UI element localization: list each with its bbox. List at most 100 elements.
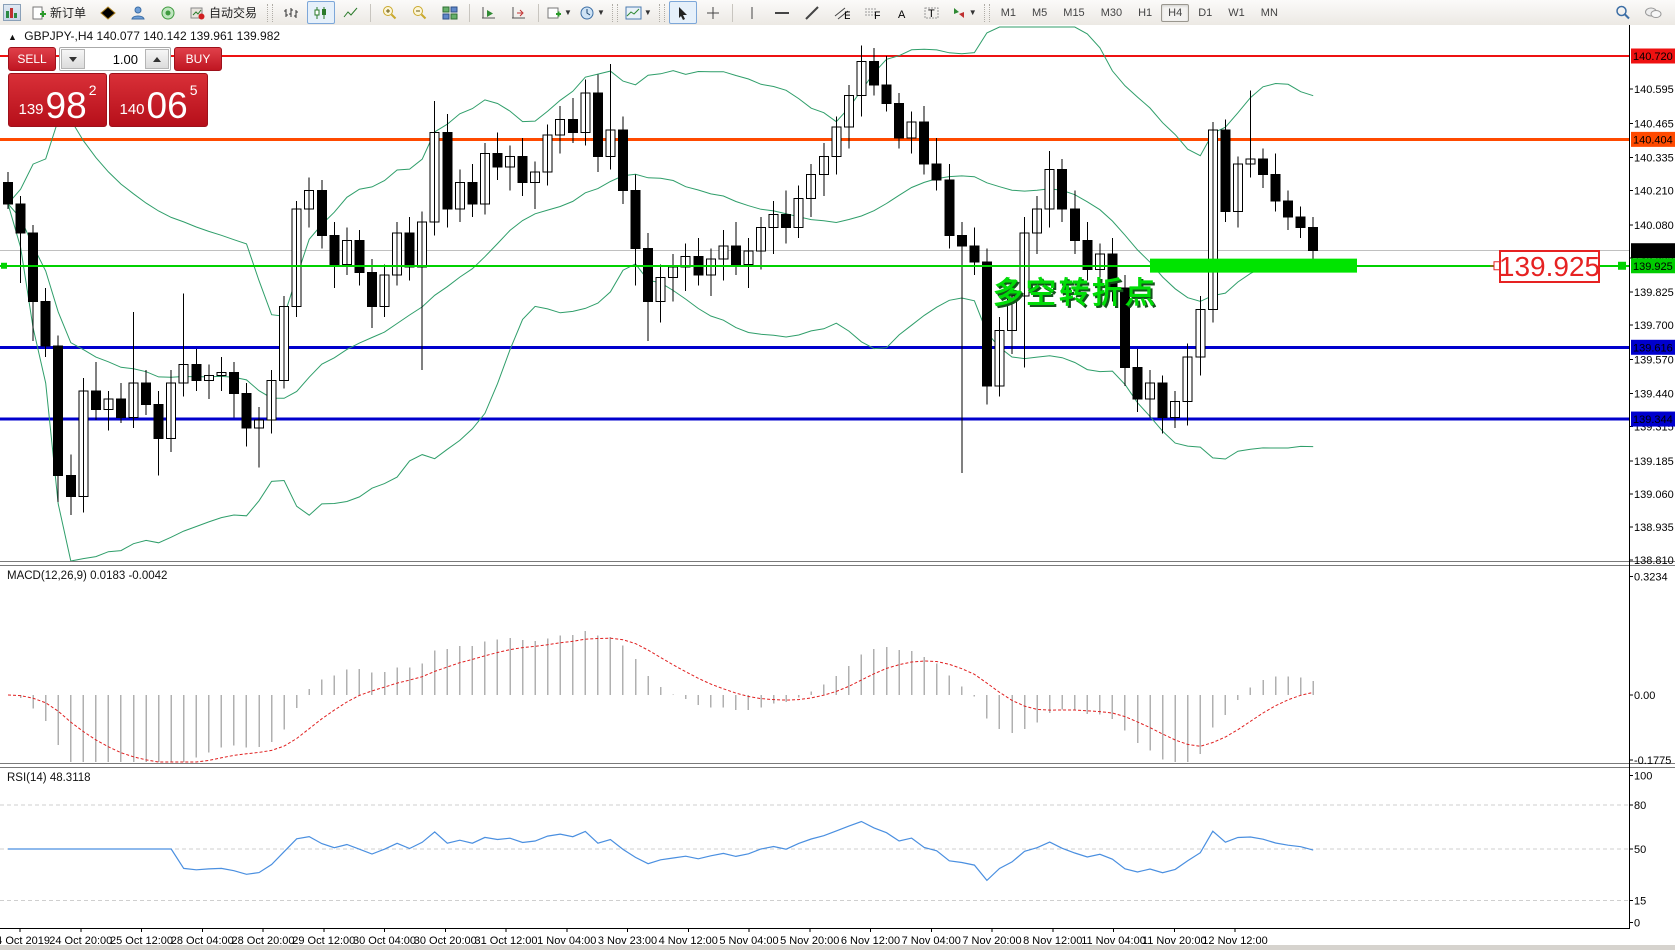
fibonacci-tool-button[interactable]: F bbox=[858, 1, 886, 24]
market-watch-button[interactable] bbox=[94, 1, 122, 24]
svg-text:28 Oct 04:00: 28 Oct 04:00 bbox=[171, 935, 234, 947]
search-button[interactable] bbox=[1609, 1, 1637, 24]
svg-text:139.925: 139.925 bbox=[1633, 261, 1673, 273]
fibonacci-icon: F bbox=[864, 8, 880, 20]
text-tool-button[interactable]: A bbox=[888, 1, 916, 24]
label-tool-button[interactable]: T bbox=[918, 1, 946, 24]
svg-text:140.210: 140.210 bbox=[1634, 186, 1674, 198]
zoom-in-button[interactable] bbox=[376, 1, 404, 24]
auto-trading-button[interactable]: 自动交易 bbox=[184, 1, 263, 24]
profiles-button[interactable]: ▼ bbox=[577, 1, 608, 24]
svg-text:50: 50 bbox=[1634, 844, 1646, 856]
svg-text:80: 80 bbox=[1634, 800, 1646, 812]
cursor-tool-button[interactable] bbox=[668, 1, 697, 24]
svg-text:0.00: 0.00 bbox=[1634, 690, 1655, 702]
svg-text:138.935: 138.935 bbox=[1634, 522, 1674, 534]
svg-text:F: F bbox=[874, 10, 880, 20]
svg-text:7 Nov 20:00: 7 Nov 20:00 bbox=[962, 935, 1021, 947]
data-window-button[interactable] bbox=[124, 1, 152, 24]
auto-scroll-button[interactable] bbox=[475, 1, 503, 24]
cursor-icon bbox=[678, 6, 687, 20]
price-callout-label[interactable]: 139.925 bbox=[1498, 250, 1601, 283]
channel-tool-button[interactable]: E bbox=[828, 1, 856, 24]
dropdown-arrow-icon: ▼ bbox=[596, 8, 605, 17]
svg-text:139.570: 139.570 bbox=[1634, 354, 1674, 366]
vertical-line-tool-button[interactable] bbox=[738, 1, 766, 24]
indicators-template-button[interactable]: ▼ bbox=[622, 1, 655, 24]
chart-shift-button[interactable] bbox=[505, 1, 533, 24]
crosshair-icon bbox=[706, 6, 719, 19]
tab-mn[interactable]: MN bbox=[1260, 6, 1278, 19]
buy-price-box[interactable]: 140 06 5 bbox=[109, 73, 208, 127]
chat-bubbles-icon bbox=[1645, 7, 1662, 18]
chart-canvas[interactable]: 140.595 140.465 140.335 140.210 140.080 139.9… bbox=[0, 25, 1675, 950]
line-chart-button[interactable] bbox=[337, 1, 365, 24]
symbol-period-label: GBPJPY-,H4 bbox=[24, 29, 94, 43]
svg-text:140.720: 140.720 bbox=[1633, 51, 1673, 63]
crosshair-tool-button[interactable] bbox=[699, 1, 727, 24]
sell-button[interactable]: SELL bbox=[8, 47, 56, 71]
top-toolbar: 新订单 自动交易 ▼ ▼ ▼ E F A T ▼ bbox=[0, 0, 1675, 26]
svg-text:30 Oct 04:00: 30 Oct 04:00 bbox=[353, 935, 416, 947]
trendline-tool-button[interactable] bbox=[798, 1, 826, 24]
tab-d1[interactable]: D1 bbox=[1198, 6, 1213, 19]
new-chart-button[interactable]: ▼ bbox=[544, 1, 575, 24]
svg-text:0.3234: 0.3234 bbox=[1634, 571, 1668, 583]
svg-text:11 Nov 04:00: 11 Nov 04:00 bbox=[1081, 935, 1146, 947]
tab-h1[interactable]: H1 bbox=[1138, 6, 1153, 19]
buy-price-small: 140 bbox=[119, 101, 145, 118]
tab-h4[interactable]: H4 bbox=[1161, 3, 1190, 22]
app-icon bbox=[3, 4, 21, 21]
volume-increase-button[interactable] bbox=[145, 49, 169, 69]
tab-m15[interactable]: M15 bbox=[1063, 6, 1085, 19]
tile-windows-button[interactable] bbox=[436, 1, 464, 24]
tab-m5[interactable]: M5 bbox=[1032, 6, 1048, 19]
arrows-icon bbox=[953, 7, 964, 18]
tab-m1[interactable]: M1 bbox=[1000, 6, 1016, 19]
volume-decrease-button[interactable] bbox=[61, 49, 85, 69]
dropdown-arrow-icon: ▼ bbox=[564, 8, 572, 17]
svg-text:28 Oct 20:00: 28 Oct 20:00 bbox=[232, 935, 295, 947]
triangle-down-icon bbox=[69, 56, 77, 62]
bar-chart-button[interactable] bbox=[277, 1, 305, 24]
bar-chart-icon bbox=[284, 7, 299, 18]
svg-text:24 Oct 2019: 24 Oct 2019 bbox=[0, 935, 50, 947]
zoom-in-icon bbox=[383, 6, 397, 20]
buy-price-sup: 5 bbox=[189, 82, 198, 98]
sell-price-big: 98 bbox=[45, 85, 87, 126]
candlestick-chart-button[interactable] bbox=[307, 1, 336, 24]
svg-text:T: T bbox=[928, 8, 935, 20]
horizontal-line-icon bbox=[774, 11, 789, 14]
sell-price-sup: 2 bbox=[88, 82, 97, 98]
buy-button[interactable]: BUY bbox=[174, 47, 222, 71]
svg-text:30 Oct 20:00: 30 Oct 20:00 bbox=[414, 935, 477, 947]
svg-text:139.700: 139.700 bbox=[1634, 320, 1674, 332]
new-order-button[interactable]: 新订单 bbox=[26, 1, 92, 24]
community-button[interactable] bbox=[1639, 1, 1667, 24]
volume-input[interactable] bbox=[86, 48, 144, 70]
clock-icon bbox=[580, 6, 594, 19]
arrows-tool-button[interactable]: ▼ bbox=[948, 1, 980, 24]
tab-w1[interactable]: W1 bbox=[1228, 6, 1245, 19]
tab-m30[interactable]: M30 bbox=[1100, 6, 1123, 19]
broadcast-button[interactable] bbox=[154, 1, 182, 24]
sell-price-box[interactable]: 139 98 2 bbox=[8, 73, 107, 127]
zoom-out-button[interactable] bbox=[406, 1, 434, 24]
svg-text:3 Nov 23:00: 3 Nov 23:00 bbox=[598, 935, 657, 947]
svg-text:5 Nov 04:00: 5 Nov 04:00 bbox=[719, 935, 778, 947]
chart-area[interactable]: 140.595 140.465 140.335 140.210 140.080 139.9… bbox=[0, 25, 1675, 950]
new-order-icon bbox=[32, 6, 46, 19]
new-chart-icon bbox=[547, 7, 562, 18]
svg-text:139.982: 139.982 bbox=[1633, 246, 1673, 258]
broadcast-icon bbox=[161, 6, 175, 19]
trendline-icon bbox=[805, 5, 819, 20]
svg-text:100: 100 bbox=[1634, 771, 1652, 783]
svg-text:140.595: 140.595 bbox=[1634, 84, 1674, 96]
svg-text:6 Nov 12:00: 6 Nov 12:00 bbox=[841, 935, 900, 947]
svg-text:29 Oct 12:00: 29 Oct 12:00 bbox=[292, 935, 355, 947]
horizontal-line-tool-button[interactable] bbox=[768, 1, 796, 24]
svg-text:140.404: 140.404 bbox=[1633, 134, 1673, 146]
chart-annotation-text[interactable]: 多空转折点 bbox=[993, 277, 1158, 310]
collapse-triangle-icon[interactable]: ▲ bbox=[8, 32, 17, 42]
person-icon bbox=[131, 6, 145, 19]
